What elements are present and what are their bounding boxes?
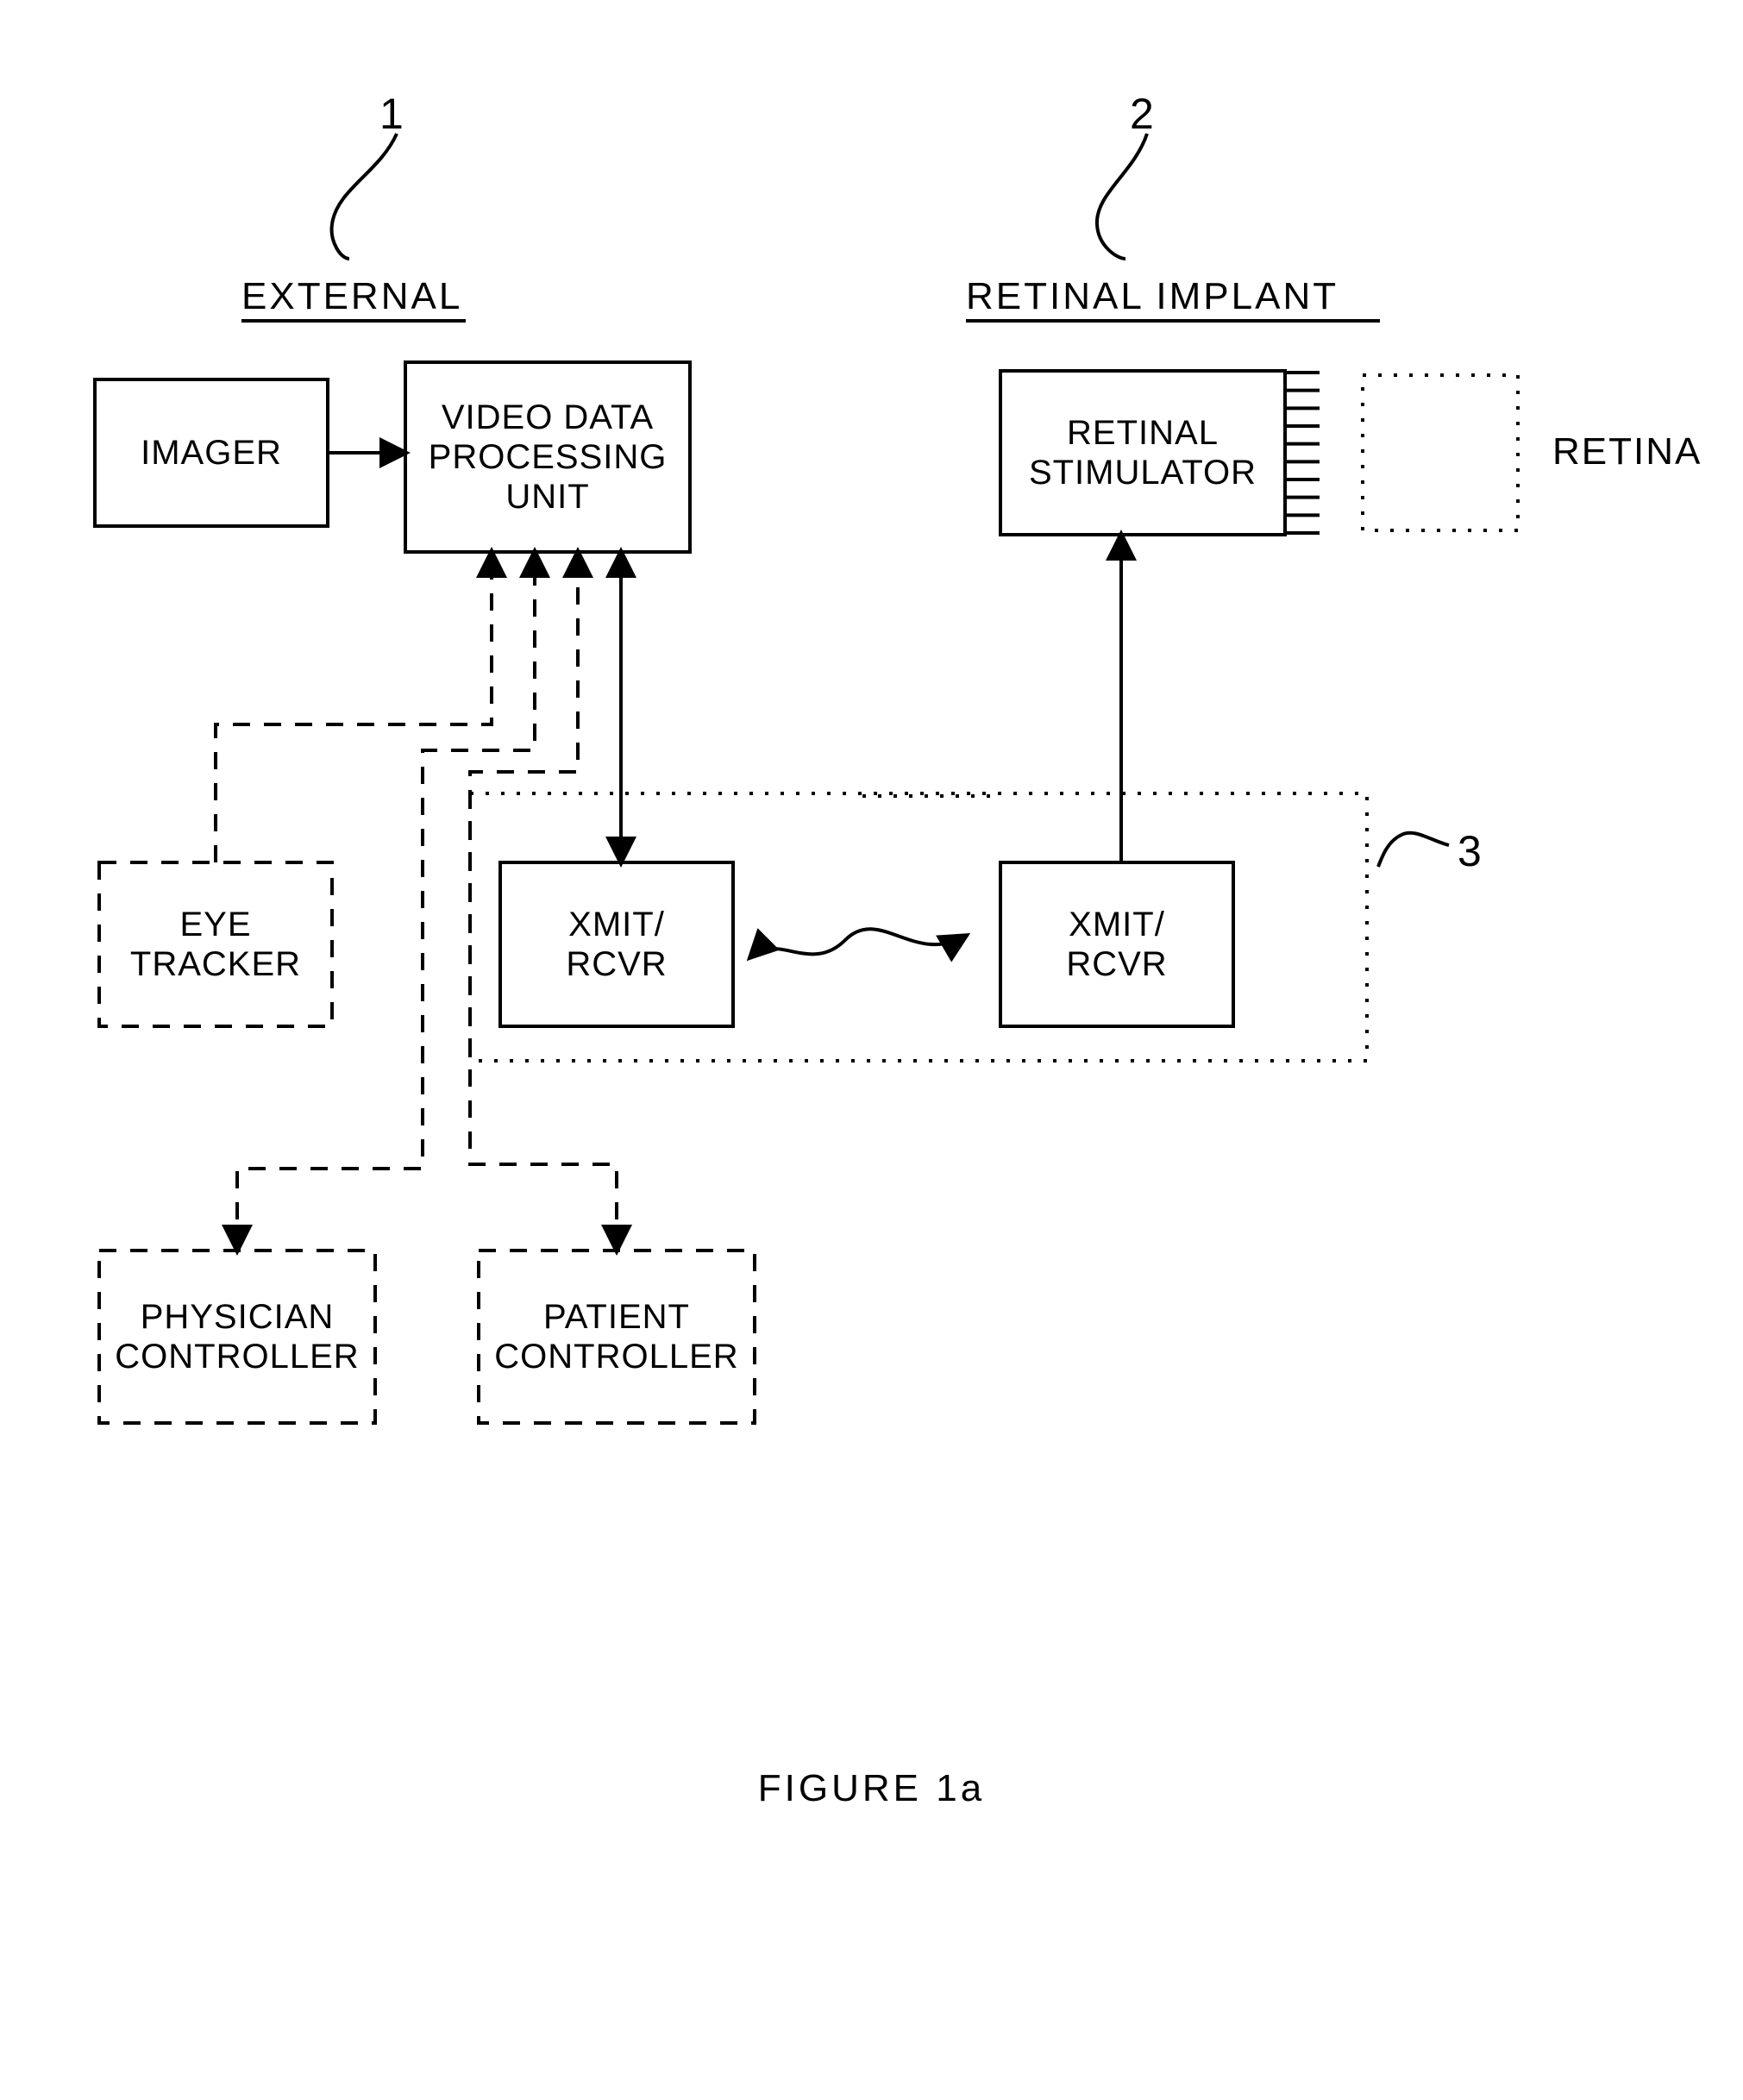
retina-label: RETINA [1552,431,1702,473]
callout-1: 1 [379,91,404,138]
node-retina [1363,375,1518,530]
diagram-canvas: EXTERNAL RETINAL IMPLANT 1 2 3 RETINA FI… [0,0,1743,2100]
callout-3: 3 [1458,828,1482,875]
node-label-xmit_ext: XMIT/ RCVR [500,862,733,1026]
node-label-imager: IMAGER [95,379,328,526]
callout-2: 2 [1130,91,1154,138]
node-label-patient: PATIENT CONTROLLER [479,1251,755,1423]
edge-lines [216,453,1121,1251]
node-label-xmit_int: XMIT/ RCVR [1000,862,1233,1026]
figure-caption: FIGURE 1a [0,1768,1743,1809]
node-label-stimulator: RETINAL STIMULATOR [1000,371,1285,535]
node-label-eyetracker: EYE TRACKER [99,862,332,1026]
header-external: EXTERNAL [241,276,462,317]
header-implant: RETINAL IMPLANT [966,276,1339,317]
node-label-physician: PHYSICIAN CONTROLLER [99,1251,375,1423]
stimulator-hatch [1285,373,1320,533]
edge-eyetracker-vpu [216,552,492,862]
wireless-wave [750,929,966,957]
node-label-vpu: VIDEO DATA PROCESSING UNIT [405,362,690,552]
